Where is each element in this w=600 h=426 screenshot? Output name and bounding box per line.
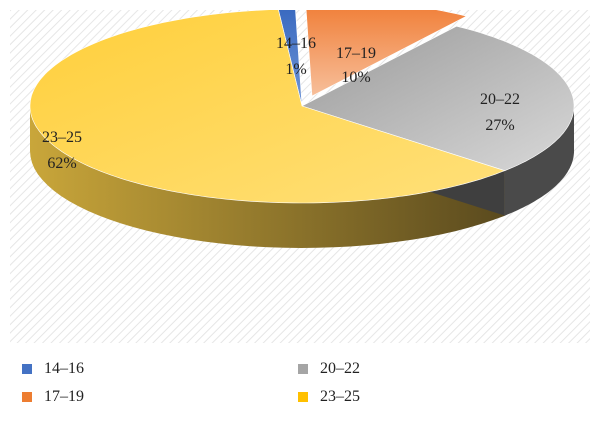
legend-item-20-22: 20–22: [298, 358, 360, 380]
legend-label: 23–25: [320, 388, 360, 405]
legend-item-14-16: 14–16: [22, 358, 84, 380]
legend-swatch: [298, 364, 308, 374]
legend: 14–16 20–22 17–19 23–25: [22, 358, 582, 418]
legend-label: 14–16: [44, 360, 84, 377]
pie-slice-23-25: [29, 9, 506, 204]
pie-side-23-25: [30, 106, 505, 248]
data-label-category: 23–25: [42, 129, 82, 146]
legend-swatch: [298, 392, 308, 402]
pie-slice-20-22: [301, 25, 575, 172]
legend-item-23-25: 23–25: [298, 386, 360, 408]
legend-label: 17–19: [44, 388, 84, 405]
data-label-category: 14–16: [276, 35, 316, 52]
pie-side-20-22: [504, 106, 574, 216]
data-label-category: 17–19: [336, 45, 376, 62]
data-label-value: 1%: [285, 61, 306, 78]
data-label-value: 62%: [47, 155, 76, 172]
data-label-value: 10%: [341, 69, 370, 86]
plot-area: 14–16 1% 17–19 10% 20–22 27% 23–25 62%: [10, 0, 590, 343]
pie-chart: 14–16 1% 17–19 10% 20–22 27% 23–25 62%: [10, 0, 590, 343]
legend-swatch: [22, 392, 32, 402]
data-label-category: 20–22: [480, 91, 520, 108]
legend-item-17-19: 17–19: [22, 386, 84, 408]
data-label-value: 27%: [485, 117, 514, 134]
legend-label: 20–22: [320, 360, 360, 377]
legend-swatch: [22, 364, 32, 374]
